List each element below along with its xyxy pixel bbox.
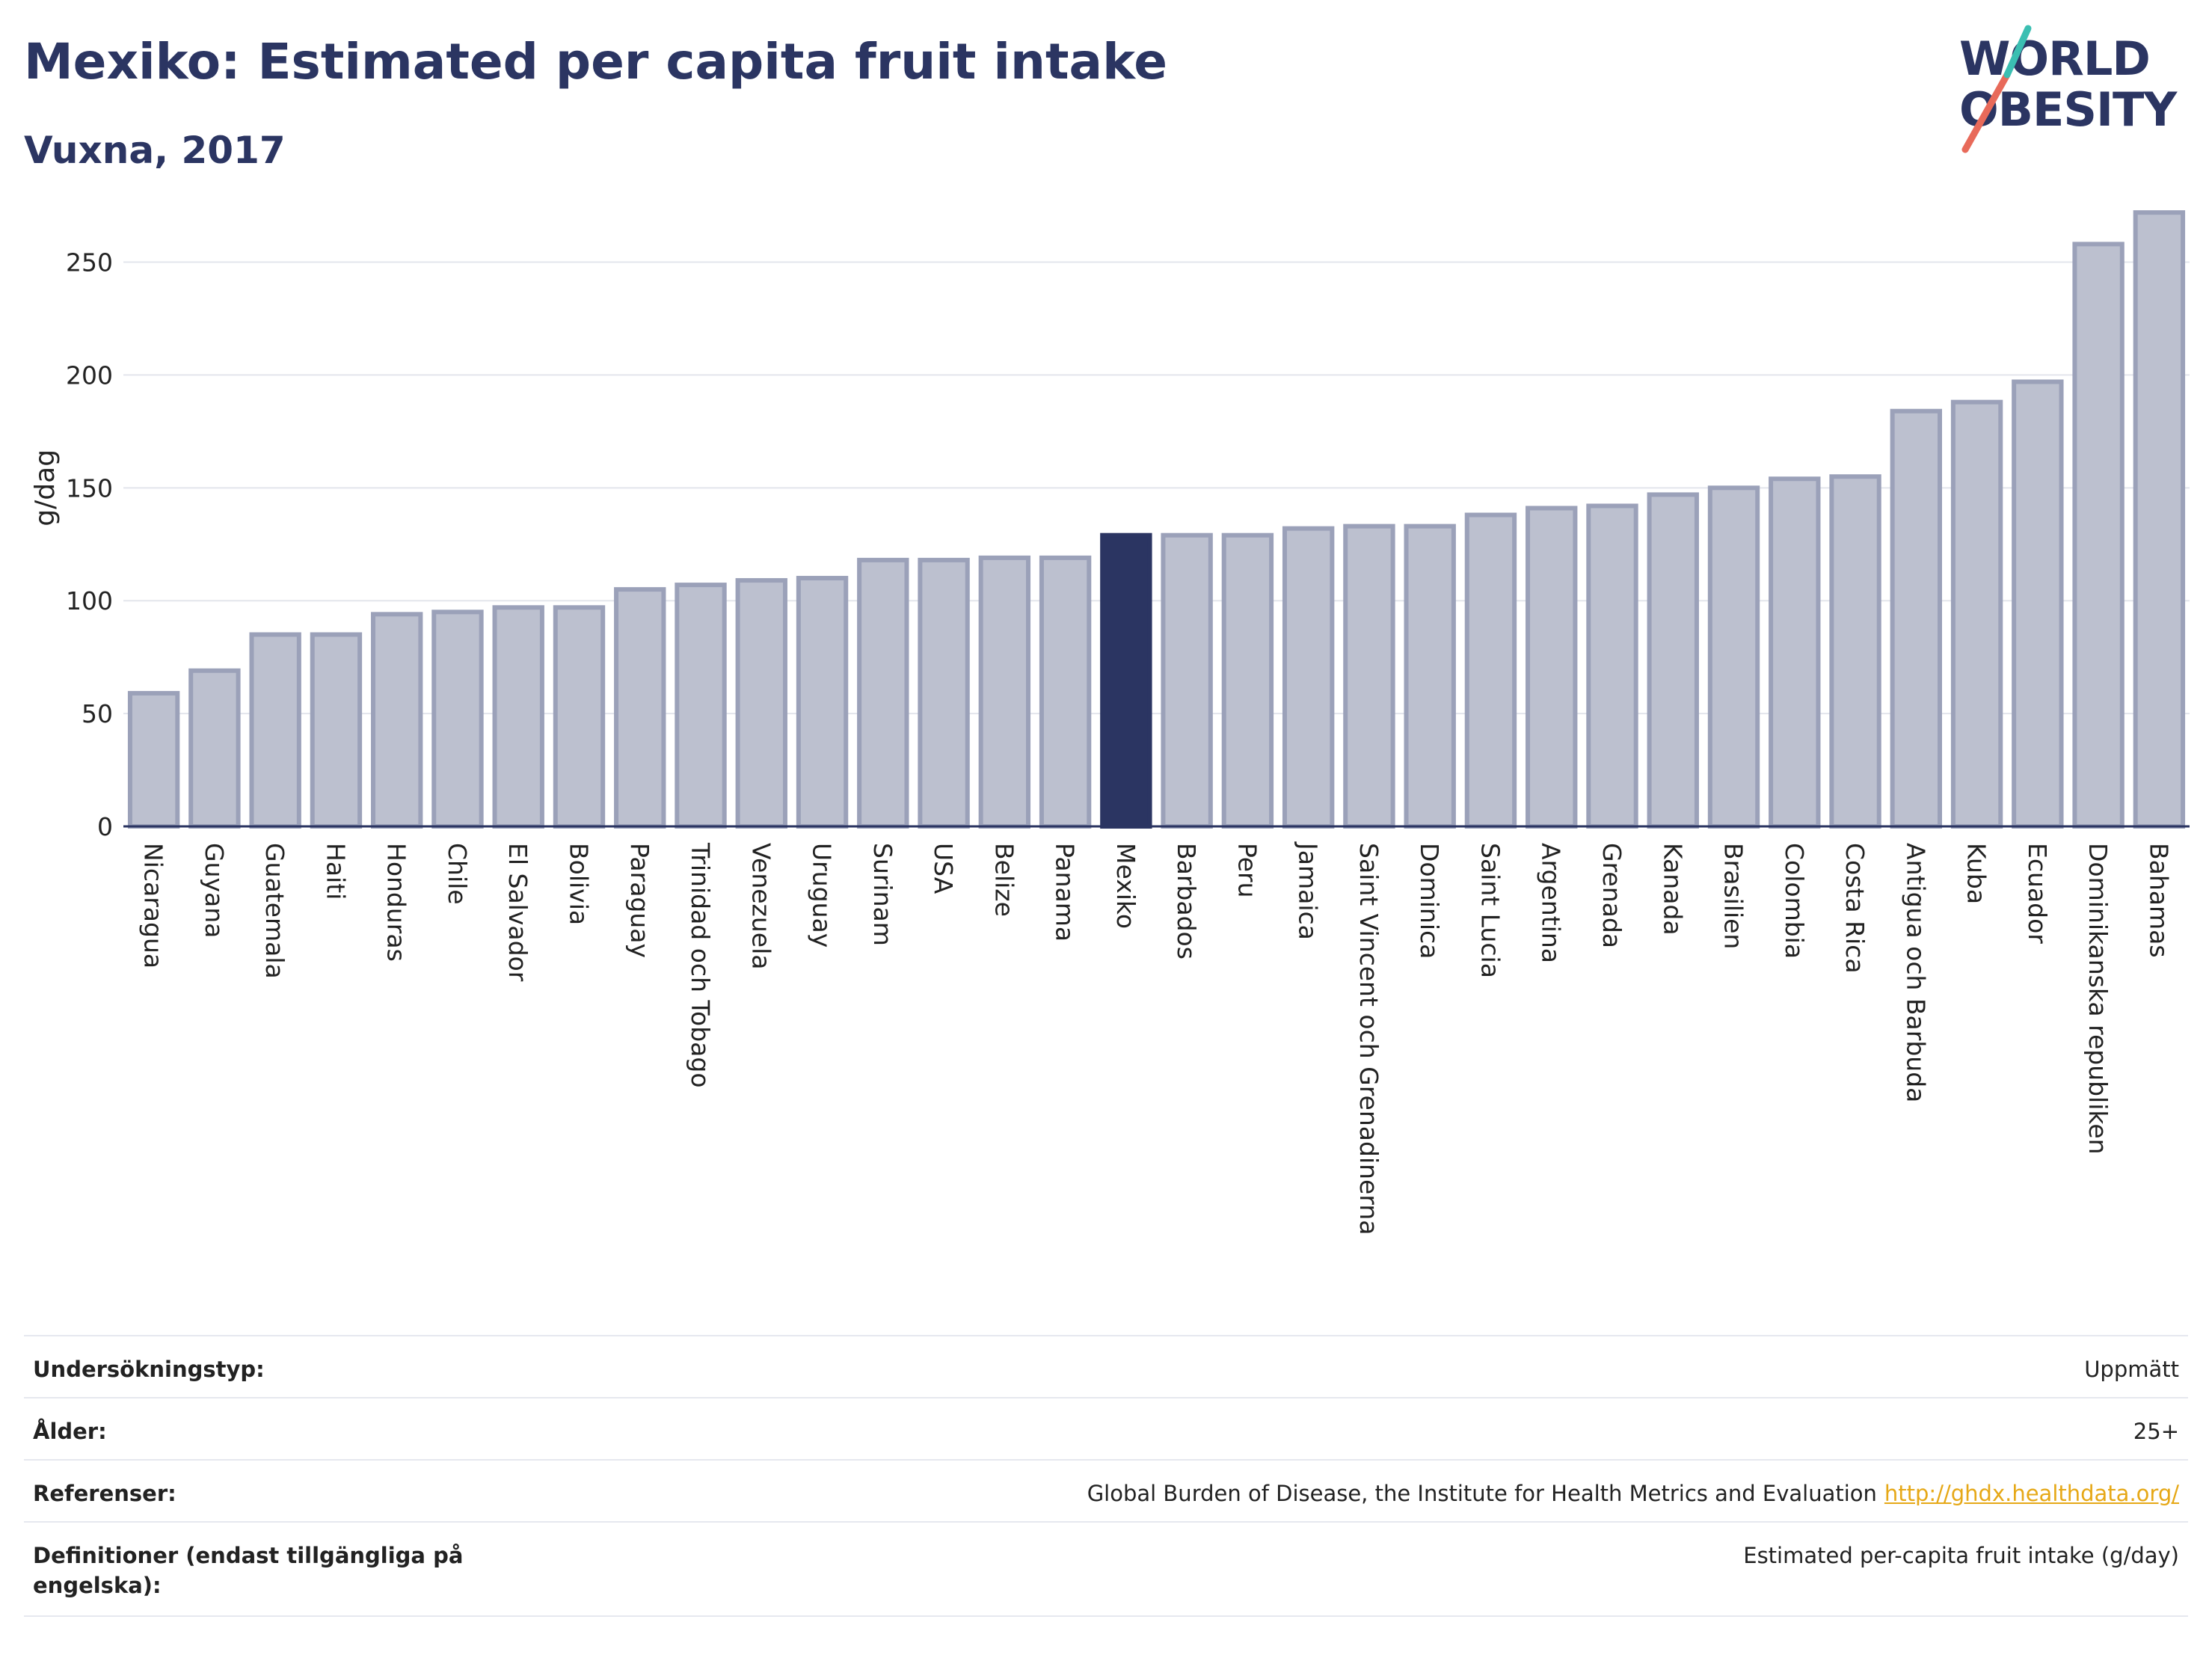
x-tick-label: USA bbox=[929, 843, 958, 894]
bar-ecuador bbox=[2012, 379, 2064, 829]
x-tick-label: Bahamas bbox=[2144, 843, 2173, 958]
x-tick-label: Grenada bbox=[1597, 843, 1626, 948]
x-axis-labels: Nicaragua Guyana Guatemala Haiti Honduras Chi… bbox=[139, 841, 2174, 1235]
bar-kuba bbox=[1950, 399, 2003, 829]
info-value: Estimated per-capita fruit intake (g/day… bbox=[1743, 1543, 2179, 1568]
x-tick-label: Uruguay bbox=[808, 843, 837, 948]
x-tick-label: El Salvador bbox=[503, 843, 532, 982]
bar-saint-vincent-och-grenadinerna bbox=[1343, 523, 1395, 829]
info-row-definitions: Definitioner (endast tillgängliga på eng… bbox=[24, 1521, 2188, 1617]
info-label: Undersökningstyp: bbox=[33, 1357, 265, 1382]
bar-honduras bbox=[370, 612, 423, 829]
bar-paraguay bbox=[614, 587, 666, 829]
info-table: Undersökningstyp: Uppmätt Ålder: 25+ Ref… bbox=[24, 1335, 2188, 1617]
y-tick-label: 0 bbox=[97, 812, 113, 841]
bar-haiti bbox=[310, 632, 363, 829]
bar-brasilien bbox=[1707, 485, 1760, 829]
bar-uruguay bbox=[796, 576, 849, 829]
reference-link[interactable]: http://ghdx.healthdata.org/ bbox=[1884, 1481, 2179, 1506]
bar-saint-lucia bbox=[1464, 512, 1517, 829]
x-tick-label: Guatemala bbox=[260, 843, 289, 979]
y-tick-label: 200 bbox=[66, 360, 113, 390]
info-value: 25+ bbox=[2133, 1419, 2179, 1444]
y-tick-label: 50 bbox=[82, 699, 113, 728]
x-tick-label: Saint Vincent och Grenadinerna bbox=[1354, 843, 1383, 1235]
x-tick-label: Trinidad och Tobago bbox=[686, 842, 715, 1088]
bar-surinam bbox=[857, 557, 909, 829]
x-tick-label: Saint Lucia bbox=[1475, 843, 1505, 978]
bar-chart: 0 50 100 150 200 250 Nicaragua Guyana Guatemala… bbox=[30, 210, 2190, 1235]
bar-usa bbox=[918, 557, 970, 829]
bar-antigua-och-barbuda bbox=[1890, 408, 1943, 829]
x-tick-label: Barbados bbox=[1172, 843, 1201, 959]
bar-argentina bbox=[1526, 506, 1578, 829]
info-value: Global Burden of Disease, the Institute … bbox=[1087, 1479, 2179, 1508]
x-tick-label: Guyana bbox=[200, 843, 229, 938]
bar-nicaragua bbox=[127, 690, 180, 829]
bar-mexiko bbox=[1100, 532, 1152, 829]
info-label: Referenser: bbox=[33, 1481, 176, 1506]
x-tick-label: Dominica bbox=[1415, 843, 1444, 959]
x-tick-label: Peru bbox=[1232, 843, 1262, 898]
y-tick-label: 150 bbox=[66, 473, 113, 503]
bar-jamaica bbox=[1282, 526, 1335, 829]
svg-text:OBESITY: OBESITY bbox=[1959, 82, 2178, 137]
x-tick-label: Ecuador bbox=[2023, 843, 2052, 944]
bar-kanada bbox=[1647, 492, 1699, 829]
x-tick-label: Costa Rica bbox=[1840, 843, 1870, 974]
x-tick-label: Nicaragua bbox=[139, 843, 168, 968]
page-subtitle: Vuxna, 2017 bbox=[24, 129, 286, 172]
bar-grenada bbox=[1586, 503, 1638, 829]
x-tick-label: Paraguay bbox=[625, 843, 654, 958]
bar-panama bbox=[1039, 555, 1092, 829]
y-axis-ticks: 0 50 100 150 200 250 bbox=[66, 248, 113, 841]
bar-dominica bbox=[1404, 523, 1456, 829]
y-tick-label: 100 bbox=[66, 586, 113, 615]
bar-costa-rica bbox=[1829, 474, 1881, 829]
x-tick-label: Mexiko bbox=[1111, 843, 1140, 929]
bar-el-salvador bbox=[492, 605, 544, 829]
bar-guatemala bbox=[249, 632, 301, 829]
x-tick-label: Chile bbox=[443, 843, 472, 905]
x-tick-label: Surinam bbox=[868, 843, 897, 946]
y-tick-label: 250 bbox=[66, 248, 113, 277]
bar-belize bbox=[978, 555, 1031, 829]
bar-colombia bbox=[1769, 476, 1821, 829]
x-tick-label: Panama bbox=[1051, 843, 1080, 942]
x-tick-label: Haiti bbox=[321, 843, 350, 900]
x-tick-label: Venezuela bbox=[746, 843, 775, 969]
x-tick-label: Jamaica bbox=[1294, 841, 1323, 940]
info-row-survey-type: Undersökningstyp: Uppmätt bbox=[24, 1335, 2188, 1397]
bar-peru bbox=[1221, 532, 1274, 829]
svg-text:WORLD: WORLD bbox=[1959, 31, 2150, 86]
info-label: Ålder: bbox=[33, 1419, 107, 1444]
bar-venezuela bbox=[735, 578, 787, 829]
x-tick-label: Colombia bbox=[1780, 843, 1809, 959]
bar-dominikanska-republiken bbox=[2072, 242, 2125, 829]
world-obesity-logo: WORLD OBESITY bbox=[1959, 25, 2178, 153]
info-label: Definitioner (endast tillgängliga på eng… bbox=[33, 1543, 464, 1598]
x-tick-label: Kanada bbox=[1658, 843, 1687, 936]
bar-barbados bbox=[1161, 532, 1213, 829]
x-tick-label: Brasilien bbox=[1719, 843, 1748, 949]
bar-bahamas bbox=[2133, 210, 2186, 829]
x-tick-label: Honduras bbox=[382, 843, 411, 962]
x-tick-label: Bolivia bbox=[564, 843, 593, 925]
reference-text: Global Burden of Disease, the Institute … bbox=[1087, 1481, 1877, 1506]
bar-guyana bbox=[188, 668, 241, 829]
x-tick-label: Belize bbox=[989, 843, 1019, 917]
page-title: Mexiko: Estimated per capita fruit intak… bbox=[24, 33, 1167, 90]
y-axis-label: g/dag bbox=[30, 449, 61, 526]
bar-bolivia bbox=[553, 605, 606, 829]
bars bbox=[127, 210, 2186, 829]
info-value: Uppmätt bbox=[2084, 1357, 2179, 1382]
bar-trinidad-och-tobago bbox=[675, 583, 727, 829]
x-tick-label: Kuba bbox=[1962, 843, 1991, 904]
x-tick-label: Dominikanska republiken bbox=[2083, 843, 2113, 1155]
bar-chile bbox=[431, 610, 484, 829]
info-row-references: Referenser: Global Burden of Disease, th… bbox=[24, 1459, 2188, 1521]
x-tick-label: Argentina bbox=[1537, 843, 1566, 963]
x-tick-label: Antigua och Barbuda bbox=[1901, 843, 1930, 1102]
info-row-age: Ålder: 25+ bbox=[24, 1397, 2188, 1459]
